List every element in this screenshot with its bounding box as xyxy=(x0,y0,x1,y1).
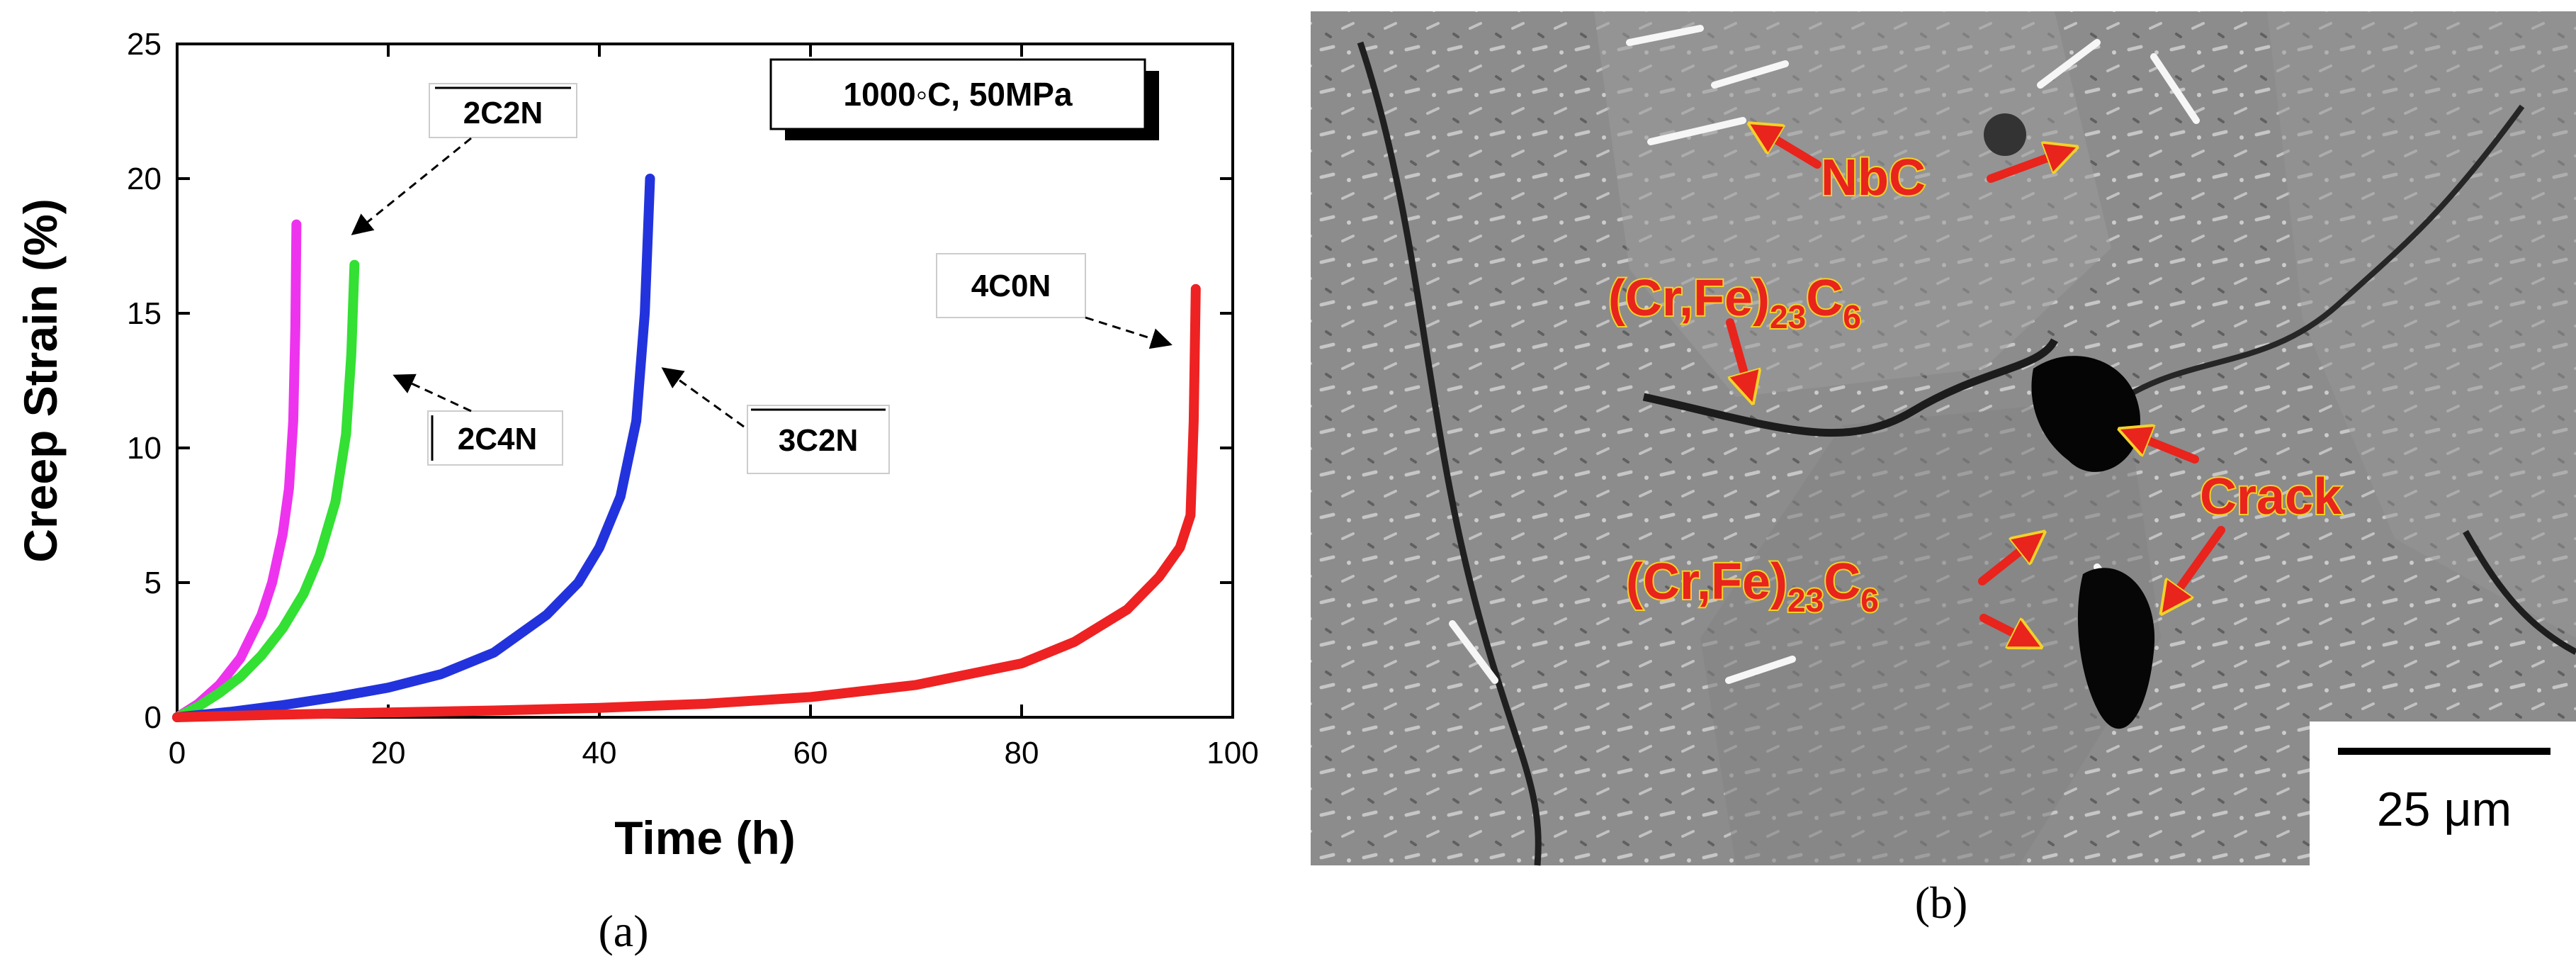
label-nbc: NbC xyxy=(1821,150,1926,206)
annotation-arrow xyxy=(661,367,745,428)
y-tick-label: 20 xyxy=(127,162,162,196)
y-tick-label: 10 xyxy=(127,431,162,466)
x-tick-label: 20 xyxy=(371,736,406,770)
label-carbide-upper: (Cr,Fe)23C6 xyxy=(1608,270,1861,335)
micrograph-image xyxy=(1311,11,2576,866)
annotation-label: 2C2N xyxy=(463,96,543,130)
y-axis-title: Creep Strain (%) xyxy=(14,198,67,562)
y-tick-label: 15 xyxy=(127,296,162,331)
series-line-2c4n xyxy=(172,259,360,722)
x-tick-label: 60 xyxy=(793,736,828,770)
series-layer xyxy=(172,174,1201,722)
arrow-carbide-lower-1 xyxy=(1978,535,2040,585)
arrow-carbide-lower-2 xyxy=(1979,614,2037,645)
scale-bar-label: 25 μm xyxy=(2377,782,2512,836)
annotation-2c4n: 2C4N xyxy=(392,374,563,466)
arrow-crack-upper xyxy=(2124,431,2199,464)
series-line-2c2n xyxy=(172,219,302,722)
arrow-carbide-upper xyxy=(1726,318,1751,398)
annotation-arrow xyxy=(1085,316,1173,349)
panel-a: 0 5 10 15 20 25 0 20 40 60 80 100 Creep Strain (%)… xyxy=(14,27,1259,956)
label-carbide-lower: (Cr,Fe)23C6 xyxy=(1626,554,1879,619)
x-tick-label: 100 xyxy=(1207,736,1258,770)
annotation-label: 2C4N xyxy=(458,422,538,456)
plot-frame xyxy=(176,43,1234,719)
panel-b: NbC (Cr,Fe)23C6 (Cr,Fe)23C6 Crack 25 μm … xyxy=(1311,11,2576,928)
panel-a-label: (a) xyxy=(598,906,648,956)
annotation-2c2n: 2C2N xyxy=(351,83,577,235)
annotation-4c0n: 4C0N xyxy=(936,253,1173,349)
x-tick-label: 40 xyxy=(582,736,617,770)
scale-bar: 25 μm xyxy=(2310,722,2576,865)
annotation-label: 3C2N xyxy=(779,423,859,458)
series-line-3c2n xyxy=(172,174,655,722)
y-tick-label: 25 xyxy=(127,27,162,62)
series-line-4c0n xyxy=(172,284,1201,722)
annotation-3c2n: 3C2N xyxy=(661,367,890,474)
panel-b-label: (b) xyxy=(1915,877,1968,928)
x-tick-label: 80 xyxy=(1005,736,1039,770)
arrow-nbc-left xyxy=(1753,126,1821,169)
y-axis: 0 5 10 15 20 25 xyxy=(127,27,1233,735)
arrow-crack-lower xyxy=(2164,526,2225,610)
x-axis-title: Time (h) xyxy=(614,812,795,864)
y-tick-label: 0 xyxy=(145,700,162,735)
arrow-nbc-right xyxy=(1987,149,2072,183)
annotation-label: 4C0N xyxy=(971,269,1051,303)
condition-box: 1000◦C, 50MPa xyxy=(769,58,1159,140)
annotation-arrow xyxy=(392,374,472,412)
micrograph-arrows xyxy=(1726,126,2225,645)
y-tick-label: 5 xyxy=(145,566,162,600)
x-tick-label: 0 xyxy=(169,736,186,770)
label-crack: Crack xyxy=(2200,468,2342,525)
annotation-arrow xyxy=(351,137,472,235)
x-axis: 0 20 40 60 80 100 xyxy=(169,44,1259,770)
condition-text: 1000◦C, 50MPa xyxy=(843,76,1073,113)
